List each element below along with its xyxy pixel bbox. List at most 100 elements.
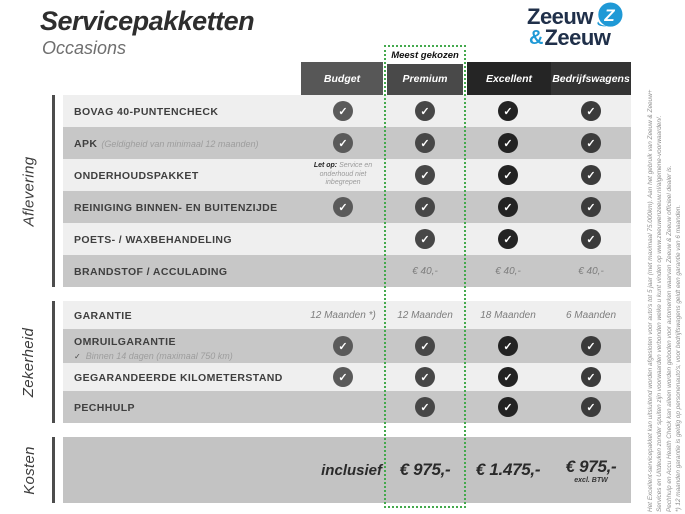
check-icon: ✓ bbox=[498, 101, 518, 121]
table-row: APK (Geldigheid van minimaal 12 maanden) ✓… bbox=[63, 127, 631, 159]
footnote-line: Het Excellent-servicepakket kan uitsluit… bbox=[647, 89, 654, 512]
logo-swirl-icon: Z bbox=[597, 2, 623, 27]
footnote-line: *) 12 maanden garantie is geldig op pers… bbox=[675, 204, 683, 512]
table-row: BRANDSTOF / ACCULADING € 40,- € 40,- € 40,- bbox=[63, 255, 631, 287]
note-cell: Let op: Service en onderhoud niet inbegr… bbox=[301, 162, 385, 188]
footnote-line: Services en Uitdeuken zonder spuiten zij… bbox=[656, 115, 664, 512]
check-icon: ✓ bbox=[498, 397, 518, 417]
cell-bedrijfswagens: ✓ bbox=[551, 397, 631, 417]
price-text: € 975,- bbox=[565, 456, 617, 476]
page-title: Servicepakketten bbox=[40, 6, 255, 36]
check-icon: ✓ bbox=[333, 367, 353, 387]
row-label-cell: OMRUILGARANTIE ✓ Binnen 14 dagen (maximaal… bbox=[63, 332, 301, 361]
cell-premium: ✓ bbox=[385, 229, 465, 249]
value-text: 18 Maanden bbox=[480, 309, 536, 321]
cell-excellent: 18 Maanden bbox=[465, 310, 551, 321]
cell-excellent: € 1.475,- bbox=[465, 460, 551, 480]
table-row: POETS- / WAXBEHANDELING ✓ ✓ ✓ bbox=[63, 223, 631, 255]
row-label: BOVAG 40-PUNTENCHECK bbox=[74, 106, 219, 118]
check-icon: ✓ bbox=[498, 336, 518, 356]
title-block: Servicepakketten Occasions bbox=[40, 6, 255, 59]
section-bar bbox=[52, 437, 55, 503]
cell-budget: ✓ bbox=[301, 101, 385, 121]
note-prefix: Let op: bbox=[313, 162, 340, 170]
cell-excellent: ✓ bbox=[465, 229, 551, 249]
check-icon: ✓ bbox=[415, 397, 435, 417]
cell-premium: ✓ bbox=[385, 133, 465, 153]
row-label-cell: POETS- / WAXBEHANDELING bbox=[63, 230, 301, 248]
cell-excellent: ✓ bbox=[465, 133, 551, 153]
cell-bedrijfswagens: ✓ bbox=[551, 197, 631, 217]
check-icon: ✓ bbox=[498, 229, 518, 249]
cell-premium: ✓ bbox=[385, 367, 465, 387]
value-text: € 40,- bbox=[412, 265, 438, 277]
check-icon: ✓ bbox=[415, 336, 435, 356]
column-header-budget: Budget bbox=[301, 62, 383, 95]
cell-premium: ✓ bbox=[385, 397, 465, 417]
cell-bedrijfswagens: ✓ bbox=[551, 165, 631, 185]
svg-text:Z: Z bbox=[603, 6, 615, 25]
check-icon: ✓ bbox=[581, 165, 601, 185]
row-label: GARANTIE bbox=[74, 310, 133, 322]
price-text: € 975,- bbox=[399, 460, 451, 479]
column-header-excellent: Excellent bbox=[467, 62, 551, 95]
cell-budget: ✓ bbox=[301, 133, 385, 153]
row-label: APK bbox=[74, 138, 98, 150]
cell-bedrijfswagens: ✓ bbox=[551, 101, 631, 121]
check-icon: ✓ bbox=[581, 229, 601, 249]
column-header-bedrijfswagens: Bedrijfswagens bbox=[551, 62, 631, 95]
check-icon: ✓ bbox=[333, 101, 353, 121]
row-label-cell: GARANTIE bbox=[63, 306, 301, 324]
check-icon: ✓ bbox=[498, 367, 518, 387]
check-icon: ✓ bbox=[415, 133, 435, 153]
row-label-cell: ONDERHOUDSPAKKET bbox=[63, 166, 301, 184]
section-kosten: Kosten inclusief € 975,- € 1.475,- € 975,- ex… bbox=[21, 437, 631, 503]
cell-budget: ✓ bbox=[301, 197, 385, 217]
cell-premium: ✓ bbox=[385, 197, 465, 217]
cell-budget: ✓ bbox=[301, 367, 385, 387]
table-row: inclusief € 975,- € 1.475,- € 975,- excl. BT… bbox=[63, 437, 631, 503]
inclusief-text: inclusief bbox=[321, 461, 382, 479]
check-icon: ✓ bbox=[581, 197, 601, 217]
price-text: € 1.475,- bbox=[475, 460, 541, 479]
cell-excellent: ✓ bbox=[465, 197, 551, 217]
cell-bedrijfswagens: 6 Maanden bbox=[551, 310, 631, 321]
page-subtitle: Occasions bbox=[42, 38, 127, 58]
check-icon: ✓ bbox=[415, 101, 435, 121]
logo-ampersand: & bbox=[529, 27, 544, 49]
table-row: ONDERHOUDSPAKKET Let op: Service en onder… bbox=[63, 159, 631, 191]
column-header-premium: Premium bbox=[387, 62, 463, 95]
row-label: REINIGING BINNEN- EN BUITENZIJDE bbox=[74, 202, 278, 214]
note-text: Service en onderhoud niet inbegrepen bbox=[319, 162, 373, 187]
check-icon: ✓ bbox=[415, 229, 435, 249]
check-icon: ✓ bbox=[415, 197, 435, 217]
section-bar bbox=[52, 95, 55, 287]
check-icon: ✓ bbox=[415, 165, 435, 185]
cell-bedrijfswagens: € 40,- bbox=[551, 266, 631, 277]
check-icon: ✓ bbox=[581, 101, 601, 121]
cell-premium: € 975,- bbox=[385, 460, 465, 480]
cell-bedrijfswagens: ✓ bbox=[551, 367, 631, 387]
section-label-zekerheid: Zekerheid bbox=[20, 327, 38, 397]
cell-premium: € 40,- bbox=[385, 266, 465, 277]
cell-premium: 12 Maanden bbox=[385, 310, 465, 321]
check-icon: ✓ bbox=[333, 133, 353, 153]
row-sublabel: (Geldigheid van minimaal 12 maanden) bbox=[101, 139, 259, 149]
cell-excellent: ✓ bbox=[465, 397, 551, 417]
table-row: REINIGING BINNEN- EN BUITENZIJDE ✓ ✓ ✓ ✓ bbox=[63, 191, 631, 223]
check-icon: ✓ bbox=[498, 133, 518, 153]
value-text: 12 Maanden *) bbox=[310, 309, 376, 321]
section-zekerheid: Zekerheid GARANTIE 12 Maanden *) 12 Maanden… bbox=[21, 301, 631, 423]
row-subline: ✓ Binnen 14 dagen (maximaal 750 km) bbox=[74, 350, 233, 361]
row-label-cell: GEGARANDEERDE KILOMETERSTAND bbox=[63, 368, 301, 386]
table-row: PECHHULP ✓ ✓ ✓ bbox=[63, 391, 631, 423]
table-row: BOVAG 40-PUNTENCHECK ✓ ✓ ✓ ✓ bbox=[63, 95, 631, 127]
cell-bedrijfswagens: ✓ bbox=[551, 133, 631, 153]
row-label: ONDERHOUDSPAKKET bbox=[74, 170, 199, 182]
row-label-cell: BRANDSTOF / ACCULADING bbox=[63, 262, 301, 280]
section-aflevering: Aflevering BOVAG 40-PUNTENCHECK ✓ ✓ ✓ ✓ APK (Ge… bbox=[21, 95, 631, 287]
price-subtext: excl. BTW bbox=[574, 476, 608, 484]
mini-check-icon: ✓ bbox=[74, 351, 81, 361]
cell-premium: ✓ bbox=[385, 336, 465, 356]
